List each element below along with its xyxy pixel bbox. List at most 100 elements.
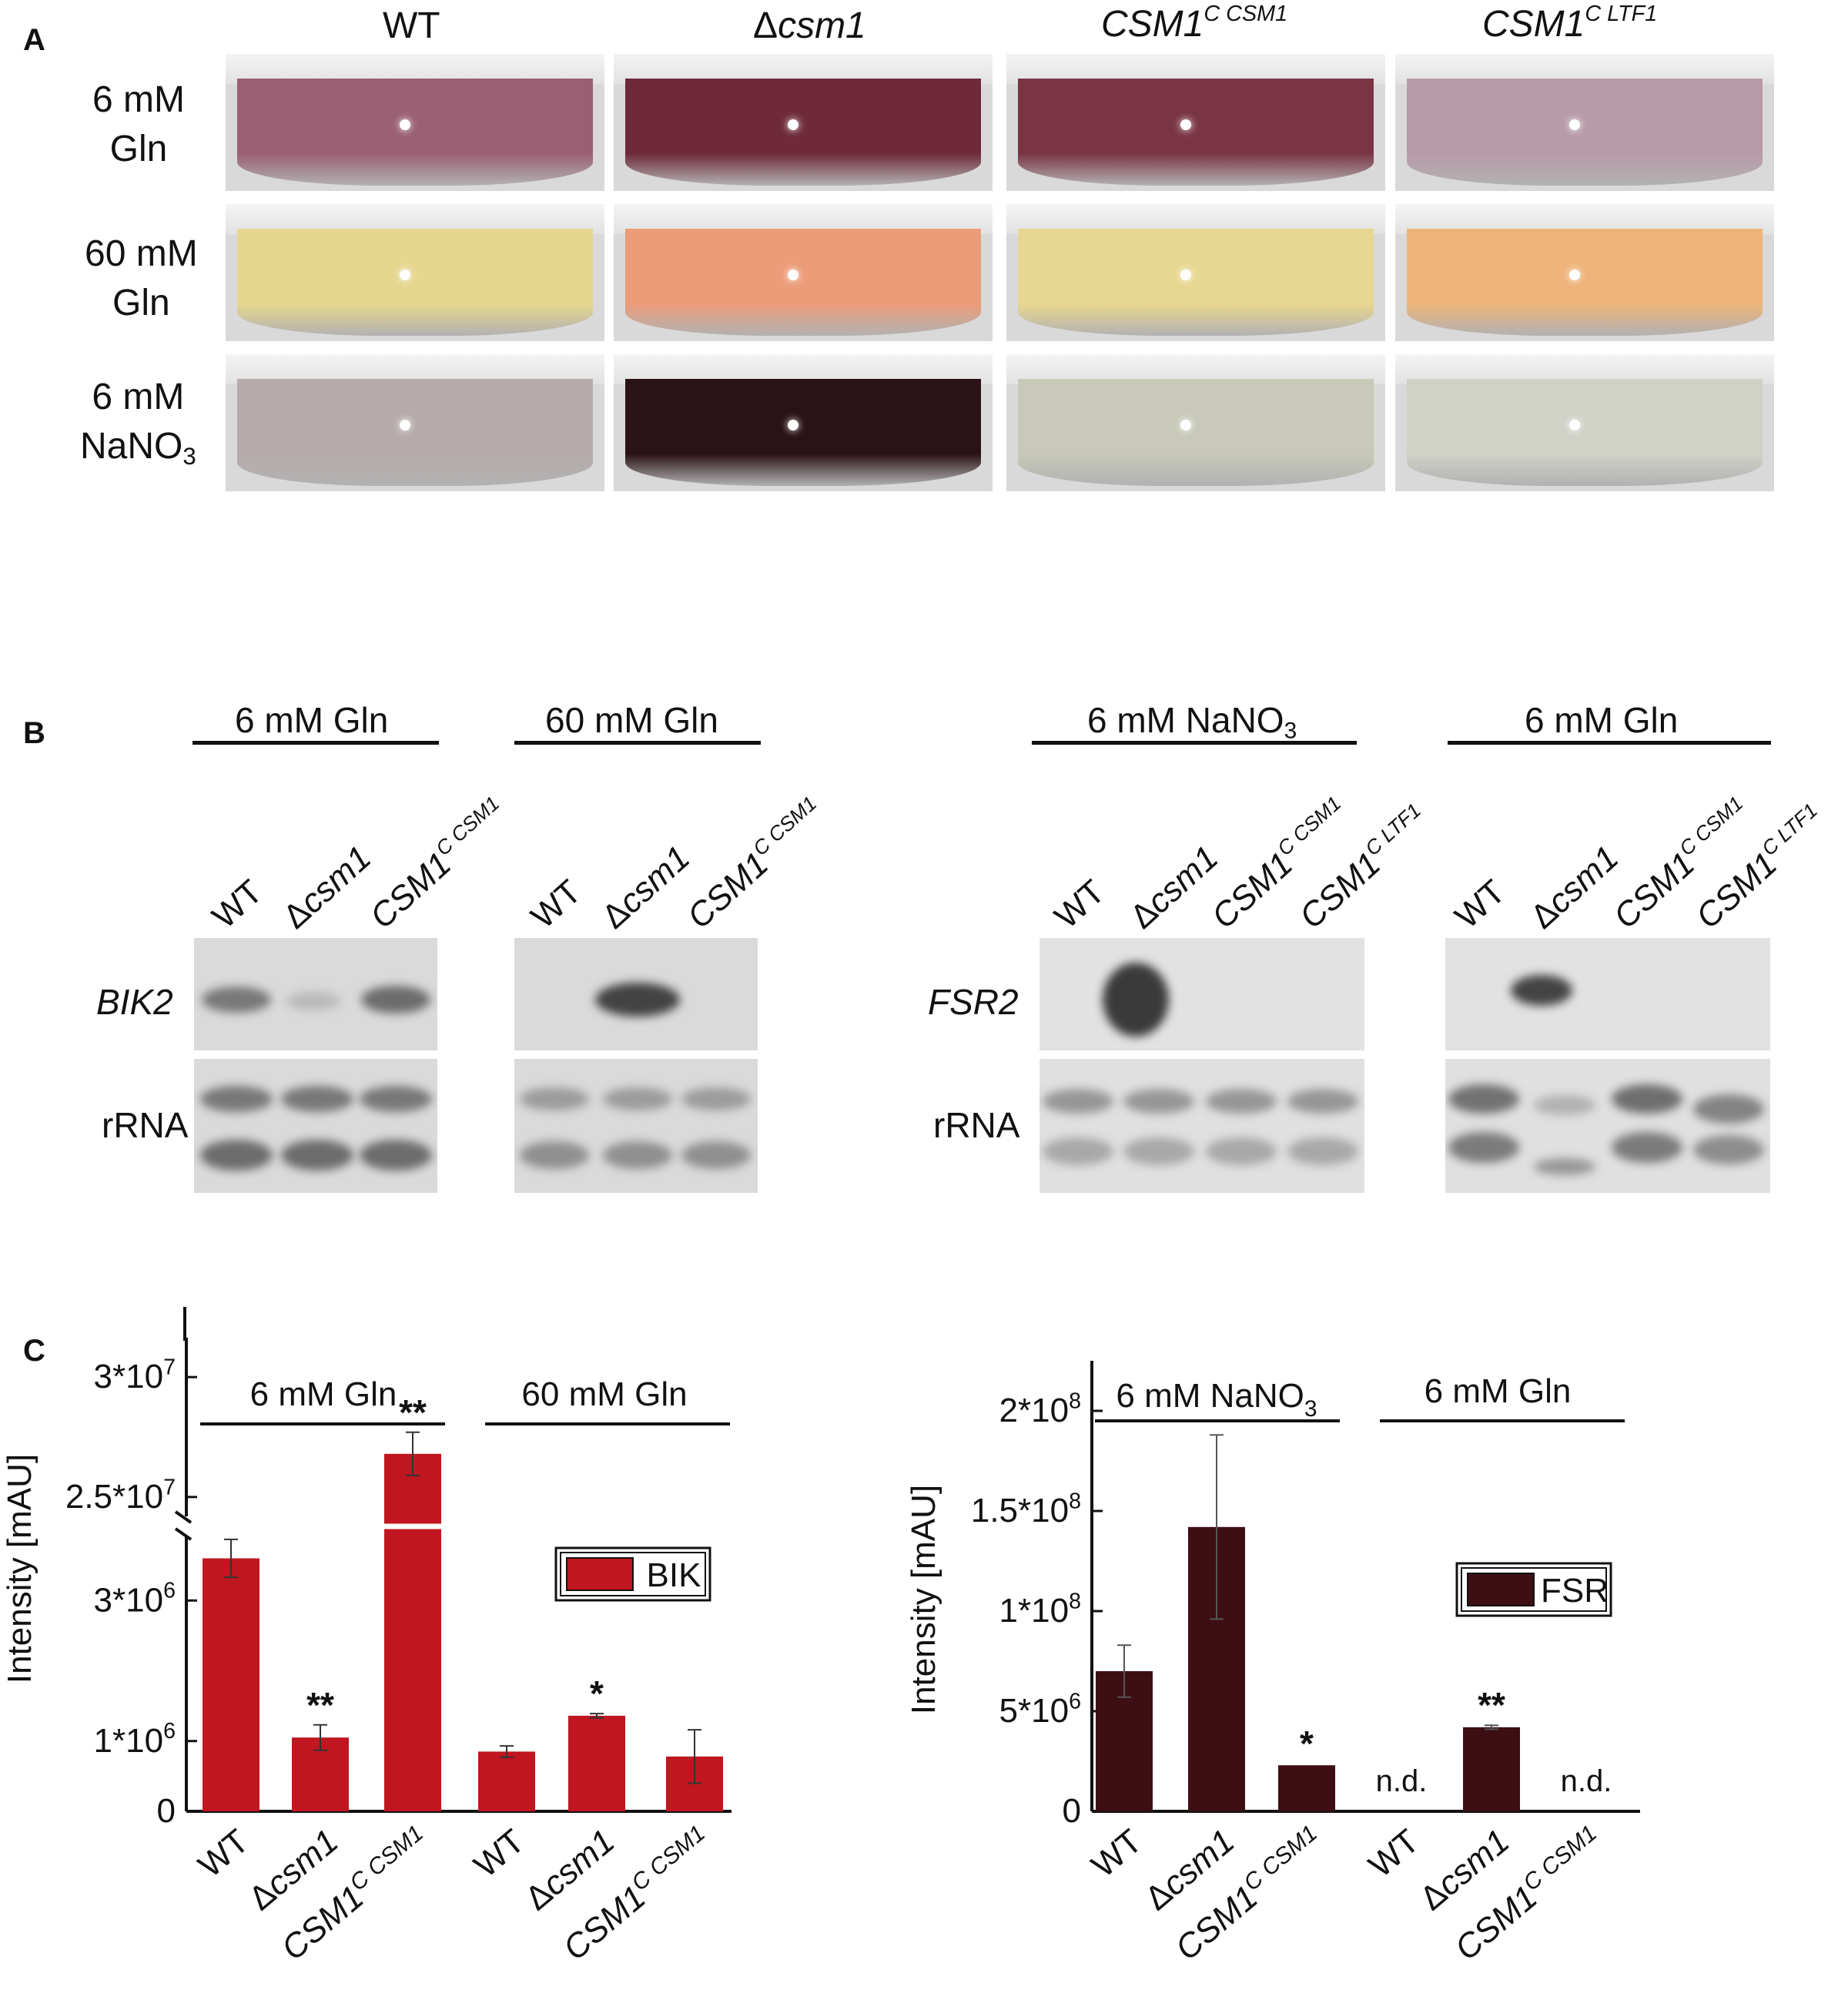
bik-group-label-1: 6 mM Gln bbox=[250, 1375, 397, 1413]
bik-x-label-wt-text: WT bbox=[467, 1822, 532, 1885]
blot-band bbox=[1511, 975, 1572, 1006]
flask-liquid bbox=[624, 229, 982, 336]
flask-liquid bbox=[236, 79, 594, 186]
flask-reflection bbox=[1180, 420, 1192, 431]
fsr-x-label-wt: WT bbox=[1085, 1822, 1150, 1885]
fsr-significance-marker: * bbox=[1300, 1724, 1314, 1764]
bik-bar bbox=[478, 1751, 535, 1811]
bik-x-label-wt: WT bbox=[467, 1822, 532, 1885]
rrna-band bbox=[603, 1087, 672, 1111]
fsr-x-label-wt: WT bbox=[1362, 1822, 1427, 1885]
bik-group-label-2: 60 mM Gln bbox=[521, 1375, 687, 1413]
flask-reflection bbox=[788, 270, 799, 281]
blot1-group-label: 6 mM Gln bbox=[235, 700, 389, 740]
bik-x-label-wt: WT bbox=[192, 1822, 256, 1885]
flask-reflection bbox=[788, 420, 799, 431]
flask-liquid bbox=[624, 379, 982, 486]
fsr-y-tick-label: 1*108 bbox=[999, 1589, 1081, 1630]
bik-legend-swatch bbox=[566, 1557, 634, 1591]
flask-photo bbox=[226, 354, 604, 491]
row-label-rrna: rRNA bbox=[933, 1105, 1020, 1145]
flask-reflection bbox=[400, 270, 411, 281]
col-csm1-csm1-label: CSM1C CSM1 bbox=[1101, 1, 1288, 45]
flask-liquid bbox=[624, 79, 982, 186]
flask-photo bbox=[226, 204, 604, 341]
rrna-blot-6mm bbox=[194, 1059, 437, 1193]
lane-label-delta-csm1: Δcsm1 bbox=[276, 839, 379, 936]
fsr-x-label-wt-text: WT bbox=[1085, 1822, 1150, 1885]
rrna-band bbox=[1206, 1089, 1277, 1114]
blot-band bbox=[1103, 963, 1169, 1037]
blot-band bbox=[595, 983, 680, 1017]
row-label-bik2: BIK2 bbox=[96, 982, 173, 1022]
flask-photo bbox=[1006, 204, 1385, 341]
bik-axis-break-mark bbox=[174, 1527, 192, 1541]
flask-photo bbox=[1395, 354, 1774, 491]
flask-photo bbox=[1395, 204, 1774, 341]
flask-liquid bbox=[236, 229, 594, 336]
bik-axis-break-mark bbox=[174, 1510, 192, 1524]
flask-reflection bbox=[788, 119, 799, 131]
rrna-band bbox=[1043, 1137, 1113, 1165]
flask-photo bbox=[226, 54, 604, 191]
rrna-band bbox=[1534, 1158, 1595, 1175]
rrna-band bbox=[360, 1140, 432, 1171]
fsr-x-label-csm1-csm1-text: CSM1C CSM1 bbox=[1167, 1821, 1332, 1968]
blot1-group-bar bbox=[192, 741, 439, 745]
flask-reflection bbox=[400, 119, 411, 131]
flask-liquid bbox=[1017, 229, 1374, 336]
row2-label: 60 mM Gln bbox=[85, 233, 198, 323]
fsr-group-label-1: 6 mM NaNO3 bbox=[1116, 1377, 1317, 1422]
flask-reflection bbox=[1180, 119, 1192, 131]
flask-photo bbox=[1006, 54, 1385, 191]
lane-label-wt: WT bbox=[1448, 873, 1513, 936]
fsr-not-detected-label: n.d. bbox=[1561, 1764, 1612, 1798]
rrna-band bbox=[681, 1141, 751, 1169]
flask-liquid bbox=[236, 379, 594, 486]
rrna-band bbox=[1448, 1084, 1519, 1114]
rrna-band bbox=[1693, 1135, 1764, 1164]
panel-b-letter: B bbox=[23, 716, 45, 750]
flask-reflection bbox=[1569, 119, 1581, 131]
row-label-fsr2: FSR2 bbox=[928, 982, 1019, 1022]
bik-significance-marker: ** bbox=[306, 1685, 334, 1725]
flask-photo bbox=[614, 54, 993, 191]
lane-label-csm1-csm1: CSM1C CSM1 bbox=[363, 791, 504, 936]
fsr-legend-label: FSR bbox=[1541, 1572, 1609, 1610]
rrna-band bbox=[603, 1141, 672, 1169]
bik-bar bbox=[203, 1558, 259, 1811]
bik-x-label-wt-text: WT bbox=[192, 1822, 256, 1885]
row-label-rrna: rRNA bbox=[102, 1105, 189, 1145]
fsr-significance-marker: ** bbox=[1478, 1685, 1505, 1725]
flask-reflection bbox=[1569, 270, 1581, 281]
rrna-band bbox=[681, 1087, 751, 1111]
rrna-band bbox=[200, 1086, 273, 1112]
bik2-blot-60mm bbox=[514, 938, 758, 1050]
lane-label-wt: WT bbox=[205, 873, 270, 936]
flask-photo bbox=[1395, 54, 1774, 191]
flask-photo bbox=[614, 354, 993, 491]
panel-a-letter: A bbox=[23, 23, 45, 57]
flask-reflection bbox=[1180, 270, 1192, 281]
rrna-blot-60mm bbox=[514, 1059, 758, 1193]
lane-label-wt: WT bbox=[524, 873, 589, 936]
flask-liquid bbox=[1017, 79, 1374, 186]
fsr2-blot-gln bbox=[1445, 938, 1770, 1050]
bik-y-tick-label: 3*106 bbox=[94, 1579, 176, 1620]
panel-c-letter: C bbox=[23, 1334, 45, 1368]
blot3-group-label: 6 mM NaNO3 bbox=[1087, 700, 1297, 744]
rrna-band bbox=[1534, 1095, 1595, 1115]
rrna-band bbox=[1123, 1089, 1194, 1114]
fsr-y-tick-label: 2*108 bbox=[999, 1389, 1081, 1429]
rrna-band bbox=[1448, 1132, 1519, 1163]
bik-significance-marker: ** bbox=[399, 1392, 427, 1432]
rrna-band bbox=[1612, 1084, 1682, 1114]
fsr-y-tick-label: 1.5*108 bbox=[971, 1489, 1081, 1529]
fsr-chart-svg: 2*108 1.5*108 1*108 5*106 0 Intensity [mAU] 6 … bbox=[909, 1361, 1640, 1968]
flask-liquid bbox=[1017, 379, 1374, 486]
blot-band bbox=[286, 992, 340, 1010]
col-delta-csm1-label: Δcsm1 bbox=[753, 5, 866, 46]
blot2-group-bar bbox=[514, 741, 761, 745]
fsr-legend-swatch bbox=[1467, 1573, 1535, 1606]
bik-significance-marker: * bbox=[590, 1673, 604, 1714]
